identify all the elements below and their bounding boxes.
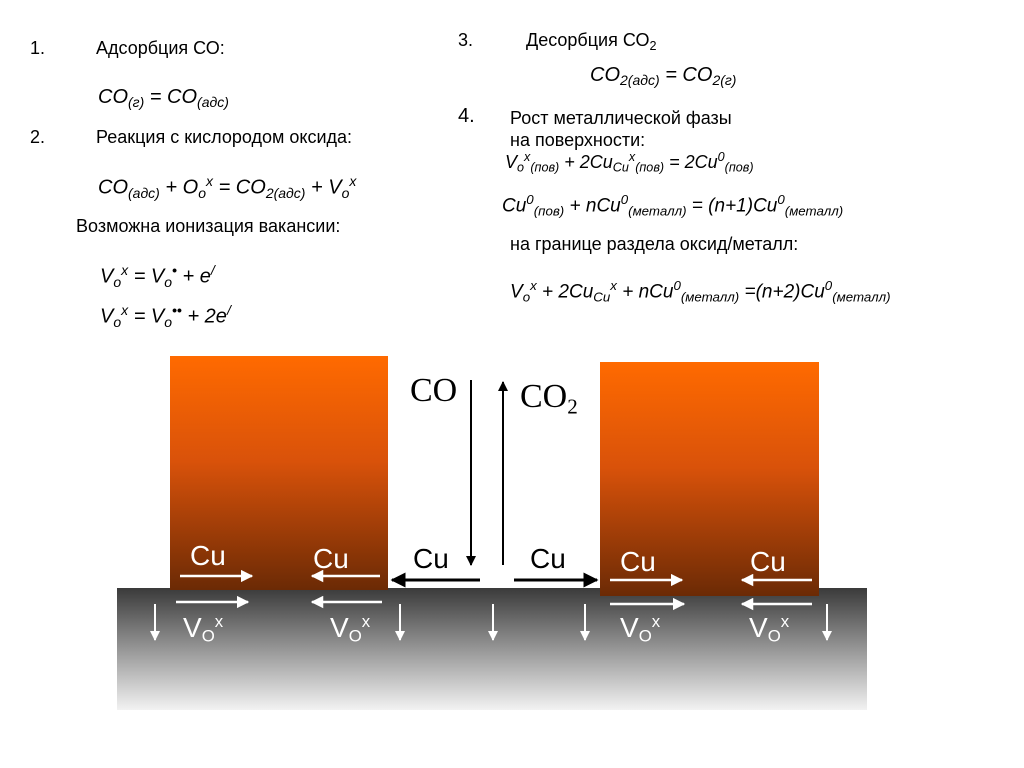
item-number-3: 3. <box>458 30 474 50</box>
item-title-growth-line2: на поверхности: <box>510 130 646 150</box>
equation-adsorption: CO(г) = CO(адс) <box>98 86 229 111</box>
equation-growth-2: Cu0(пов) + nCu0(металл) = (n+1)Cu0(метал… <box>502 192 844 219</box>
equation-ionization-2: Vox = Vo•• + 2e/ <box>100 302 231 330</box>
equation-ionization-1: Vox = Vo• + e/ <box>100 262 215 290</box>
equation-growth-1: Vox(пов) + 2CuCux(пов) = 2Cu0(пов) <box>505 150 754 175</box>
cu-label-5: Cu <box>620 546 656 577</box>
copper-island-right <box>600 362 819 596</box>
item-title-adsorption: Адсорбция СО: <box>96 38 225 58</box>
copper-island-left <box>170 356 388 590</box>
cu-label-2: Cu <box>313 543 349 574</box>
cu-label-3: Cu <box>413 543 449 574</box>
cu-label-6: Cu <box>750 546 786 577</box>
equation-interface: Vox + 2CuCux + nCu0(металл) =(n+2)Cu0(ме… <box>510 278 891 305</box>
item-number-2: 2. <box>30 127 46 147</box>
vacancy-label-1: VOx <box>183 612 224 646</box>
ionization-note: Возможна ионизация вакансии: <box>76 216 341 236</box>
equation-reaction: CO(адс) + Oox = CO2(адс) + Vox <box>98 173 357 201</box>
vacancy-label-4: VOx <box>749 612 790 646</box>
equation-desorption: CO2(адс) = CO2(г) <box>590 64 737 89</box>
vacancy-label-2: VOx <box>330 612 371 646</box>
co2-label: CO2 <box>520 378 578 419</box>
item-title-desorption: Десорбция СО2 <box>526 30 657 53</box>
interface-note: на границе раздела оксид/металл: <box>510 234 799 254</box>
item-title-growth-line1: Рост металлической фазы <box>510 108 732 128</box>
cu-label-4: Cu <box>530 543 566 574</box>
item-number-4: 4. <box>458 105 475 127</box>
cu-label-1: Cu <box>190 540 226 571</box>
co-label: CO <box>410 372 458 409</box>
vacancy-label-3: VOx <box>620 612 661 646</box>
item-title-reaction: Реакция с кислородом оксида: <box>96 127 353 147</box>
item-number-1: 1. <box>30 38 46 58</box>
